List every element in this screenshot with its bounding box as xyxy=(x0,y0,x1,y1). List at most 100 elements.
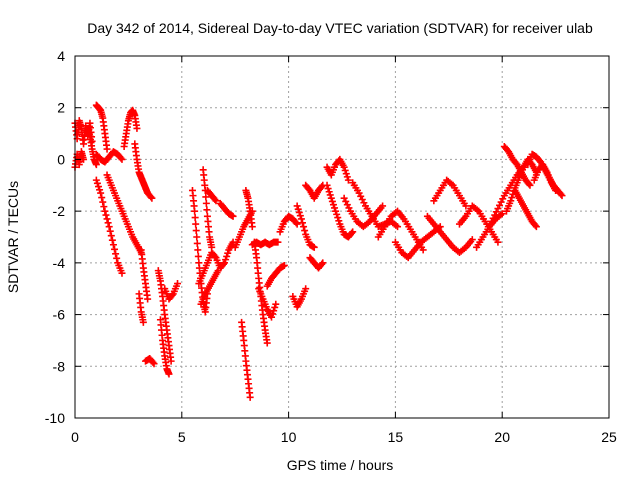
data-point xyxy=(133,124,141,132)
data-point xyxy=(329,201,337,209)
data-point xyxy=(328,197,336,205)
data-point xyxy=(300,223,308,231)
data-point xyxy=(531,221,539,229)
series-seg20 xyxy=(203,186,220,205)
y-tick-label: -2 xyxy=(53,203,66,219)
data-point xyxy=(96,186,104,194)
data-point xyxy=(194,246,202,254)
series-seg30 xyxy=(289,285,310,311)
series-seg37 xyxy=(349,179,402,231)
data-point xyxy=(219,260,227,268)
data-point xyxy=(274,238,282,246)
series-seg13 xyxy=(154,267,175,365)
series-seg12 xyxy=(141,355,158,368)
data-point xyxy=(99,198,107,206)
series-seg26 xyxy=(255,285,280,321)
data-point xyxy=(80,155,88,163)
data-point xyxy=(167,357,175,365)
y-tick-label: -4 xyxy=(53,255,66,271)
series-seg41 xyxy=(430,176,470,210)
series-seg14 xyxy=(156,316,173,378)
data-point xyxy=(100,203,108,211)
series-seg34 xyxy=(323,181,357,241)
data-point xyxy=(105,223,113,231)
y-tick-label: 0 xyxy=(57,151,65,167)
data-point xyxy=(498,210,506,218)
data-point xyxy=(117,154,125,162)
data-point xyxy=(191,207,199,215)
series-seg33 xyxy=(306,254,327,272)
data-point xyxy=(202,199,210,207)
data-point xyxy=(203,206,211,214)
data-point xyxy=(349,228,357,236)
data-point xyxy=(272,300,280,308)
data-point xyxy=(494,238,502,246)
data-point xyxy=(101,207,109,215)
data-point xyxy=(297,215,305,223)
data-point xyxy=(192,227,200,235)
data-point xyxy=(109,241,117,249)
series-seg24 xyxy=(242,186,256,231)
data-point xyxy=(294,205,302,213)
data-point xyxy=(269,310,277,318)
data-point xyxy=(318,260,326,268)
data-point xyxy=(248,223,256,231)
data-point xyxy=(268,313,276,321)
data-point xyxy=(333,210,341,218)
data-point xyxy=(557,190,565,198)
y-tick-label: 2 xyxy=(57,100,65,116)
data-point xyxy=(106,227,114,235)
data-point xyxy=(332,207,340,215)
data-point xyxy=(92,176,100,184)
data-point xyxy=(344,176,352,184)
series-seg7 xyxy=(103,171,145,257)
series-seg40 xyxy=(423,212,476,257)
data-point xyxy=(208,243,216,251)
series-seg15 xyxy=(161,280,182,303)
data-point xyxy=(343,173,351,181)
series-seg8 xyxy=(120,106,141,150)
data-point xyxy=(302,285,310,293)
x-tick-label: 15 xyxy=(388,429,404,445)
data-point xyxy=(340,163,348,171)
data-point xyxy=(295,208,303,216)
data-point xyxy=(211,252,219,260)
grid-layer xyxy=(75,56,609,418)
x-tick-label: 0 xyxy=(71,429,79,445)
data-point xyxy=(271,303,279,311)
series-seg35 xyxy=(323,155,352,184)
data-point xyxy=(94,183,102,191)
data-point xyxy=(149,358,157,366)
series-seg27 xyxy=(248,238,282,249)
series-seg49 xyxy=(530,161,560,194)
series-seg11 xyxy=(135,290,147,326)
data-point xyxy=(292,219,300,227)
data-point xyxy=(118,269,126,277)
series-seg18 xyxy=(197,267,222,308)
data-point xyxy=(379,202,387,210)
series-seg38 xyxy=(374,207,427,254)
data-point xyxy=(93,179,101,187)
data-point xyxy=(348,229,356,237)
data-point xyxy=(222,256,230,264)
data-point xyxy=(324,185,332,193)
data-point xyxy=(293,220,301,228)
data-point xyxy=(139,318,147,326)
series-seg21 xyxy=(216,199,237,220)
data-point xyxy=(168,291,176,299)
data-point xyxy=(335,217,343,225)
data-point xyxy=(113,254,121,262)
data-point xyxy=(193,233,201,241)
series-seg19 xyxy=(199,166,216,251)
data-point xyxy=(223,252,231,260)
data-point xyxy=(532,223,540,231)
data-point xyxy=(104,219,112,227)
data-point xyxy=(212,197,220,205)
series-seg6 xyxy=(92,148,126,166)
data-point xyxy=(341,166,349,174)
data-point xyxy=(144,295,152,303)
data-point xyxy=(194,252,202,260)
data-point xyxy=(214,267,222,275)
